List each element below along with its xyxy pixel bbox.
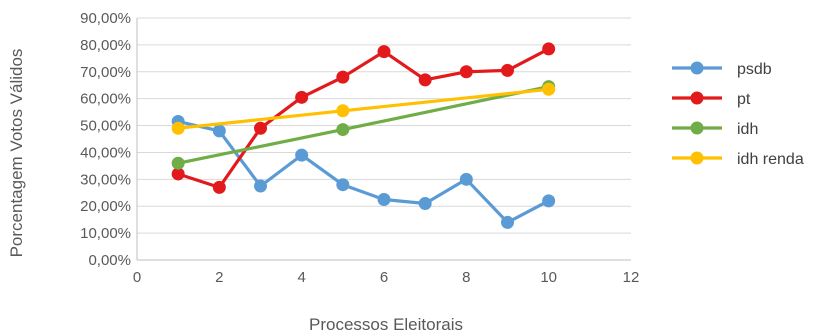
x-tick-labels: 0 2 4 6 8 10 12 (133, 269, 640, 286)
data-point (336, 178, 350, 192)
legend-label: pt (737, 91, 751, 108)
data-point (295, 90, 309, 104)
data-point (542, 82, 556, 96)
series-idh-renda (171, 82, 556, 135)
y-tick-label: 60,00% (80, 91, 131, 108)
y-tick-label: 10,00% (80, 225, 131, 242)
data-point (418, 73, 432, 87)
y-tick-label: 80,00% (80, 37, 131, 54)
data-point (542, 194, 556, 208)
data-point (212, 180, 226, 194)
legend-marker (690, 61, 704, 75)
x-tick-label: 2 (215, 269, 223, 286)
y-tick-label: 20,00% (80, 198, 131, 215)
data-point (336, 70, 350, 84)
data-point (171, 167, 185, 181)
y-tick-label: 40,00% (80, 144, 131, 161)
legend-item: pt (672, 91, 751, 108)
y-axis-title: Porcentagem Votos Válidos (7, 49, 26, 258)
y-tick-label: 30,00% (80, 171, 131, 188)
y-tick-labels: 0,00% 10,00% 20,00% 30,00% 40,00% 50,00% 60,00… (80, 10, 131, 269)
y-tick-label: 0,00% (88, 252, 131, 269)
data-point (459, 65, 473, 79)
data-point (418, 197, 432, 211)
legend-item: idh (672, 121, 758, 138)
legend-item: psdb (672, 61, 772, 78)
data-point (542, 42, 556, 56)
y-tick-label: 70,00% (80, 64, 131, 81)
data-point (336, 104, 350, 118)
legend-label: psdb (737, 61, 772, 78)
data-point (254, 121, 267, 135)
x-tick-label: 8 (462, 269, 470, 286)
y-tick-label: 50,00% (80, 118, 131, 135)
series-line (177, 85, 550, 165)
axes (136, 18, 631, 261)
legend-item: idh renda (672, 151, 804, 168)
x-tick-label: 10 (540, 269, 557, 286)
x-tick-label: 0 (133, 269, 141, 286)
legend-marker (690, 151, 704, 165)
data-point (377, 193, 391, 206)
data-point (212, 124, 226, 138)
x-axis-title: Processos Eleitorais (309, 315, 463, 334)
legend-marker (690, 91, 704, 105)
series-line (177, 47, 550, 189)
y-tick-label: 90,00% (80, 10, 131, 27)
data-point (295, 148, 309, 162)
legend-label: idh renda (737, 151, 804, 168)
data-point (377, 45, 391, 59)
data-point (171, 156, 185, 170)
series-line (177, 119, 550, 224)
data-point (336, 123, 350, 137)
data-point (171, 121, 185, 135)
data-point (459, 172, 473, 186)
data-point (501, 215, 514, 229)
data-point (501, 63, 514, 77)
series-line (178, 87, 549, 130)
legend-marker (690, 121, 704, 135)
x-tick-label: 4 (297, 269, 305, 286)
legend-label: idh (737, 121, 758, 138)
data-point (254, 179, 267, 193)
plot-area (171, 42, 556, 229)
legend: psdb pt idh idh renda (672, 61, 804, 168)
x-tick-label: 12 (623, 269, 640, 286)
series-pt (171, 42, 556, 194)
x-tick-label: 6 (380, 269, 388, 286)
